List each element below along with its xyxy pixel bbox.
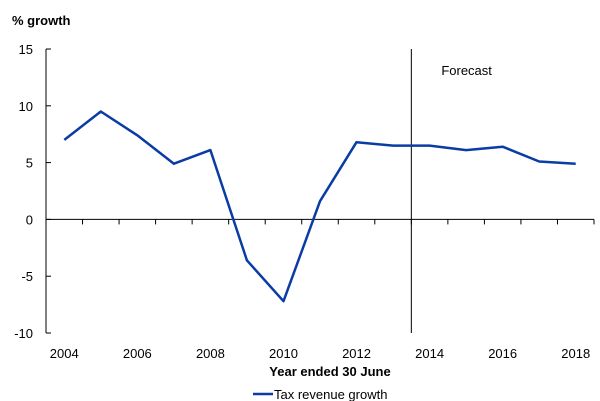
y-tick-label: -5 xyxy=(21,269,33,284)
y-tick-label: 5 xyxy=(26,156,33,171)
y-tick-label: -10 xyxy=(14,326,33,341)
series-line xyxy=(63,110,576,303)
x-tick-label: 2012 xyxy=(342,346,371,361)
x-axis-title: Year ended 30 June xyxy=(269,364,390,379)
y-tick-label: 0 xyxy=(26,212,33,227)
y-tick-label: 15 xyxy=(19,42,33,57)
x-axis: 2004 2006 2008 2010 2012 2014 2016 2018 xyxy=(45,218,595,361)
x-tick-label: 2014 xyxy=(415,346,444,361)
y-axis-title: % growth xyxy=(12,13,71,28)
x-tick-label: 2008 xyxy=(196,346,225,361)
y-tick-label: 10 xyxy=(19,99,33,114)
forecast-annotation: Forecast xyxy=(441,63,492,78)
y-axis: -10 -5 0 5 10 15 xyxy=(14,42,51,341)
legend: Tax revenue growth xyxy=(253,387,387,401)
x-tick-label: 2016 xyxy=(488,346,517,361)
x-tick-label: 2018 xyxy=(561,346,590,361)
x-tick-label: 2004 xyxy=(50,346,79,361)
legend-label: Tax revenue growth xyxy=(274,387,387,401)
series-lines xyxy=(63,110,576,303)
x-tick-label: 2006 xyxy=(123,346,152,361)
x-tick-label: 2010 xyxy=(269,346,298,361)
